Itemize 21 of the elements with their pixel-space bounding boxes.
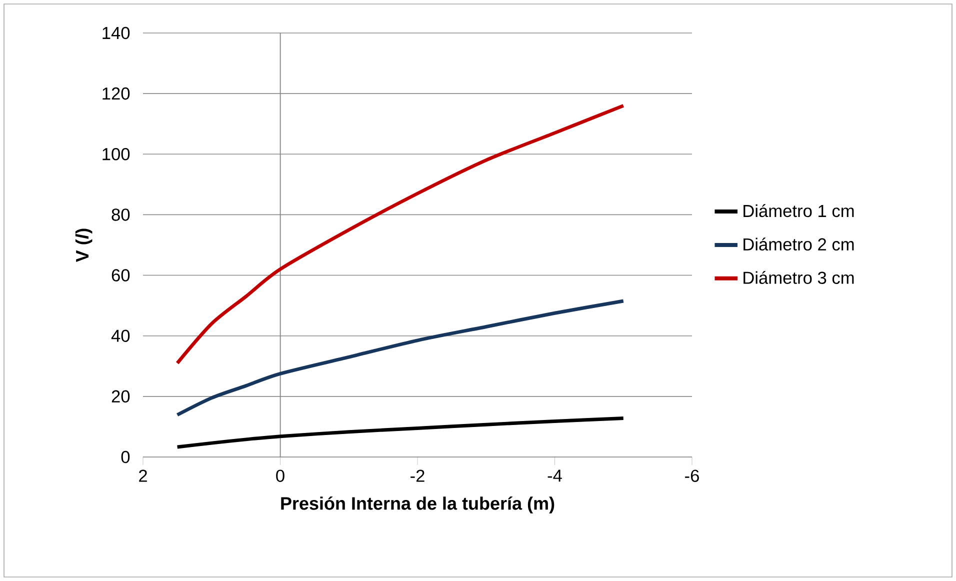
legend-label: Diámetro 1 cm <box>744 204 854 218</box>
line-series <box>176 299 626 417</box>
y-tick-label: 20 <box>112 390 130 403</box>
y-axis-title: V (l) <box>75 228 92 262</box>
y-tick-label: 0 <box>121 450 130 464</box>
x-tick-label: 0 <box>276 470 284 482</box>
line-series <box>176 416 626 449</box>
y-tick-label: 40 <box>111 330 130 342</box>
line-series <box>176 104 626 365</box>
x-tick-label: -2 <box>410 470 424 482</box>
y-tick-label: 100 <box>102 148 130 160</box>
legend-label: Diámetro 2 cm <box>744 238 854 251</box>
legend-label: Diámetro 3 cm <box>744 271 854 284</box>
x-axis-title: Presión Interna de la tubería (m) <box>281 496 554 514</box>
x-tick-label: -6 <box>685 470 699 482</box>
y-tick-label: 80 <box>112 208 130 221</box>
y-tick-label: 120 <box>102 87 130 100</box>
x-tick-label: 2 <box>139 470 147 482</box>
y-tick-label: 140 <box>102 26 130 40</box>
x-tick-label: -4 <box>548 470 562 482</box>
y-tick-label: 60 <box>112 269 130 282</box>
